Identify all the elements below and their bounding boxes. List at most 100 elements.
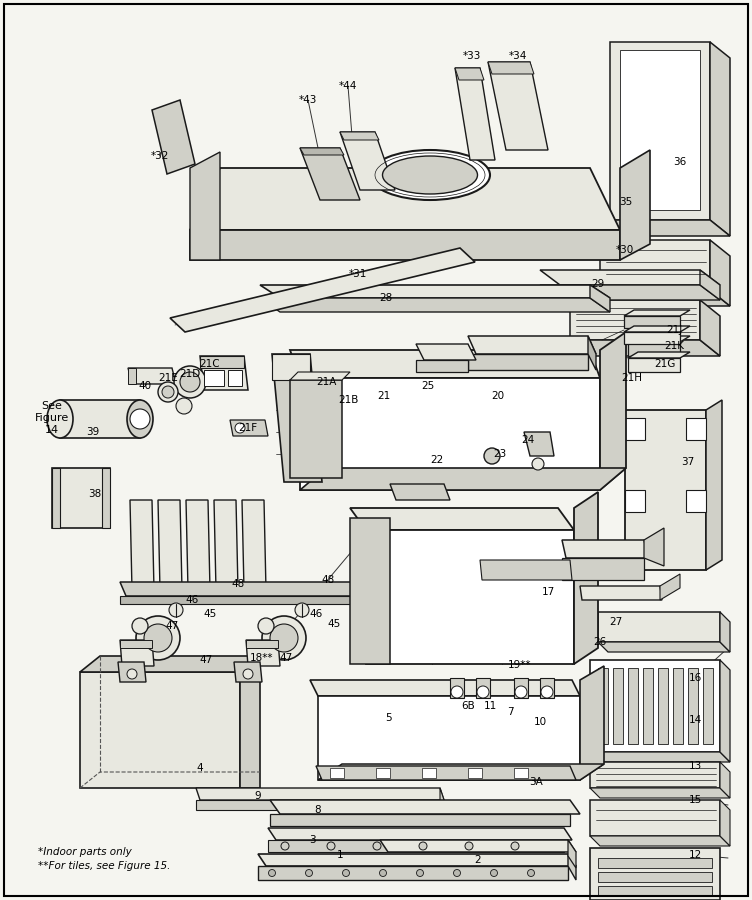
Text: 23: 23 xyxy=(493,449,507,459)
Text: 48: 48 xyxy=(232,579,244,589)
Circle shape xyxy=(417,869,423,877)
Circle shape xyxy=(532,458,544,470)
Polygon shape xyxy=(330,768,344,778)
Polygon shape xyxy=(152,100,195,174)
Circle shape xyxy=(174,366,206,398)
Polygon shape xyxy=(350,518,390,664)
Polygon shape xyxy=(120,596,418,604)
Ellipse shape xyxy=(383,156,478,194)
Circle shape xyxy=(235,423,245,433)
Circle shape xyxy=(130,409,150,429)
Polygon shape xyxy=(186,500,210,590)
Polygon shape xyxy=(455,68,484,80)
Text: 21F: 21F xyxy=(238,423,258,433)
Text: 1: 1 xyxy=(337,850,344,860)
Polygon shape xyxy=(128,368,136,384)
Text: 24: 24 xyxy=(521,435,535,445)
Polygon shape xyxy=(600,332,626,490)
Circle shape xyxy=(295,603,309,617)
Text: *31: *31 xyxy=(349,269,367,279)
Text: 36: 36 xyxy=(673,157,687,167)
Polygon shape xyxy=(468,354,588,370)
Text: 46: 46 xyxy=(309,609,323,619)
Polygon shape xyxy=(310,680,580,696)
Polygon shape xyxy=(422,768,436,778)
Text: 22: 22 xyxy=(430,455,444,465)
Polygon shape xyxy=(628,668,638,744)
Text: 6B: 6B xyxy=(461,701,475,711)
Polygon shape xyxy=(480,560,572,580)
Text: See
Figure
14: See Figure 14 xyxy=(35,401,69,435)
Polygon shape xyxy=(590,836,730,846)
Polygon shape xyxy=(570,340,720,356)
Circle shape xyxy=(176,398,192,414)
Circle shape xyxy=(132,618,148,634)
Polygon shape xyxy=(580,586,662,600)
Polygon shape xyxy=(228,370,242,386)
Polygon shape xyxy=(234,662,262,682)
Circle shape xyxy=(453,869,460,877)
Polygon shape xyxy=(598,612,720,642)
Polygon shape xyxy=(580,666,604,780)
Polygon shape xyxy=(230,420,268,436)
Polygon shape xyxy=(686,490,706,512)
Text: 39: 39 xyxy=(86,427,99,437)
Text: 20: 20 xyxy=(492,391,505,401)
Polygon shape xyxy=(700,270,720,300)
Circle shape xyxy=(305,869,313,877)
Text: 17: 17 xyxy=(541,587,555,597)
Text: 35: 35 xyxy=(620,197,632,207)
Polygon shape xyxy=(720,612,730,652)
Polygon shape xyxy=(340,132,395,190)
Polygon shape xyxy=(476,678,490,698)
Polygon shape xyxy=(260,298,610,312)
Polygon shape xyxy=(200,356,244,368)
Polygon shape xyxy=(590,660,720,752)
Polygon shape xyxy=(688,668,698,744)
Polygon shape xyxy=(540,678,554,698)
Polygon shape xyxy=(488,62,534,74)
Polygon shape xyxy=(204,370,224,386)
Polygon shape xyxy=(190,152,220,260)
Circle shape xyxy=(465,842,473,850)
Polygon shape xyxy=(380,840,576,852)
Text: 21E: 21E xyxy=(158,373,178,383)
Text: 19**: 19** xyxy=(508,660,532,670)
Polygon shape xyxy=(644,528,664,566)
Polygon shape xyxy=(620,50,700,210)
Polygon shape xyxy=(613,668,623,744)
Polygon shape xyxy=(246,640,280,666)
Polygon shape xyxy=(340,132,379,140)
Polygon shape xyxy=(624,310,690,316)
Ellipse shape xyxy=(47,400,73,438)
Text: *34: *34 xyxy=(509,51,527,61)
Text: 21G: 21G xyxy=(654,359,676,369)
Polygon shape xyxy=(524,432,554,456)
Text: 5: 5 xyxy=(385,713,391,723)
Polygon shape xyxy=(720,762,730,798)
Polygon shape xyxy=(610,220,730,236)
Polygon shape xyxy=(268,840,564,852)
Text: *30: *30 xyxy=(616,245,634,255)
Polygon shape xyxy=(450,678,464,698)
Text: 7: 7 xyxy=(507,707,514,717)
Circle shape xyxy=(180,372,200,392)
Polygon shape xyxy=(686,418,706,440)
Polygon shape xyxy=(170,248,475,332)
Circle shape xyxy=(419,842,427,850)
Polygon shape xyxy=(270,800,580,814)
Polygon shape xyxy=(562,558,644,580)
Polygon shape xyxy=(610,42,710,220)
Circle shape xyxy=(373,842,381,850)
Polygon shape xyxy=(570,300,700,340)
Polygon shape xyxy=(590,285,610,312)
Polygon shape xyxy=(643,668,653,744)
Circle shape xyxy=(327,842,335,850)
Circle shape xyxy=(258,618,274,634)
Polygon shape xyxy=(624,326,690,332)
Text: 47: 47 xyxy=(280,653,293,663)
Polygon shape xyxy=(214,500,238,590)
Circle shape xyxy=(158,382,178,402)
Text: 48: 48 xyxy=(321,575,335,585)
Polygon shape xyxy=(52,468,60,528)
